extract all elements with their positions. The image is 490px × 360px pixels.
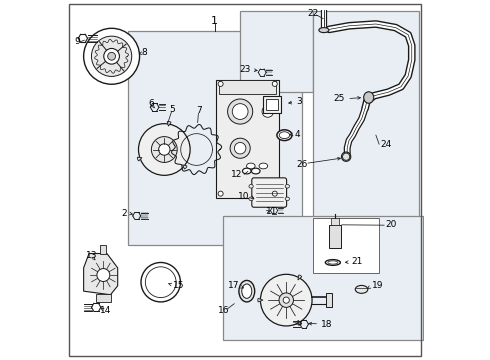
Ellipse shape	[355, 285, 368, 293]
Text: 2: 2	[121, 209, 126, 218]
Text: 19: 19	[372, 281, 384, 290]
Bar	[100, 244, 106, 253]
Ellipse shape	[279, 132, 290, 139]
Text: 9: 9	[74, 37, 80, 46]
FancyBboxPatch shape	[252, 178, 287, 207]
Bar	[128, 31, 302, 244]
Circle shape	[283, 297, 289, 303]
Bar	[331, 218, 339, 225]
Text: 1: 1	[211, 16, 218, 26]
Ellipse shape	[249, 184, 253, 188]
Circle shape	[146, 267, 176, 298]
Bar	[326, 293, 332, 307]
Circle shape	[234, 143, 246, 154]
Text: 7: 7	[196, 106, 202, 115]
Ellipse shape	[342, 152, 351, 161]
Bar	[96, 294, 111, 302]
Text: 13: 13	[86, 251, 97, 260]
Bar	[329, 225, 341, 248]
Text: 15: 15	[173, 280, 185, 289]
Text: 26: 26	[296, 160, 307, 169]
Bar	[313, 218, 379, 273]
Circle shape	[97, 269, 110, 282]
Ellipse shape	[364, 92, 374, 103]
Text: 24: 24	[381, 140, 392, 149]
Text: 18: 18	[321, 320, 333, 329]
Text: 12: 12	[231, 170, 242, 179]
Wedge shape	[167, 121, 171, 126]
Ellipse shape	[246, 163, 255, 169]
Ellipse shape	[243, 168, 251, 174]
Text: 4: 4	[294, 130, 300, 139]
Bar	[313, 12, 419, 218]
Ellipse shape	[239, 280, 255, 302]
Circle shape	[159, 144, 170, 155]
Text: 14: 14	[99, 306, 111, 315]
Text: 21: 21	[351, 257, 363, 266]
Circle shape	[228, 99, 253, 124]
Ellipse shape	[328, 261, 338, 264]
Circle shape	[260, 274, 312, 326]
Text: 16: 16	[219, 306, 230, 315]
Text: 6: 6	[148, 99, 154, 108]
Circle shape	[104, 49, 120, 64]
Ellipse shape	[277, 130, 292, 140]
Circle shape	[262, 106, 273, 117]
Wedge shape	[137, 157, 142, 161]
Text: 20: 20	[386, 220, 397, 229]
Bar	[223, 216, 422, 339]
Ellipse shape	[319, 28, 329, 33]
Circle shape	[230, 138, 250, 158]
Bar	[240, 12, 313, 92]
Text: 5: 5	[170, 105, 175, 114]
Circle shape	[151, 136, 177, 162]
Ellipse shape	[249, 197, 253, 201]
Circle shape	[343, 153, 350, 160]
Circle shape	[108, 52, 116, 60]
Circle shape	[232, 104, 248, 120]
Bar	[220, 80, 276, 94]
Ellipse shape	[285, 197, 290, 201]
Text: 10: 10	[238, 192, 250, 201]
Circle shape	[279, 293, 294, 307]
Text: 8: 8	[142, 48, 147, 57]
Wedge shape	[298, 275, 302, 280]
Ellipse shape	[285, 184, 290, 188]
Wedge shape	[182, 165, 187, 169]
Wedge shape	[258, 298, 263, 302]
Ellipse shape	[325, 260, 341, 265]
Text: 23: 23	[239, 65, 251, 74]
Ellipse shape	[259, 163, 268, 169]
Circle shape	[218, 191, 223, 196]
Circle shape	[141, 262, 180, 302]
Circle shape	[272, 81, 277, 86]
Circle shape	[272, 191, 277, 196]
Circle shape	[218, 81, 223, 86]
Bar	[263, 96, 281, 113]
Text: 22: 22	[308, 9, 319, 18]
Text: 3: 3	[296, 97, 302, 106]
Circle shape	[84, 28, 140, 84]
Text: 17: 17	[228, 281, 239, 290]
Polygon shape	[84, 253, 118, 295]
Ellipse shape	[251, 168, 260, 174]
Text: 11: 11	[266, 207, 277, 216]
Text: 25: 25	[333, 94, 344, 103]
Wedge shape	[298, 320, 302, 325]
Bar	[216, 80, 279, 198]
Bar	[266, 99, 278, 110]
Ellipse shape	[242, 284, 252, 298]
Circle shape	[139, 124, 190, 175]
Circle shape	[92, 36, 132, 76]
